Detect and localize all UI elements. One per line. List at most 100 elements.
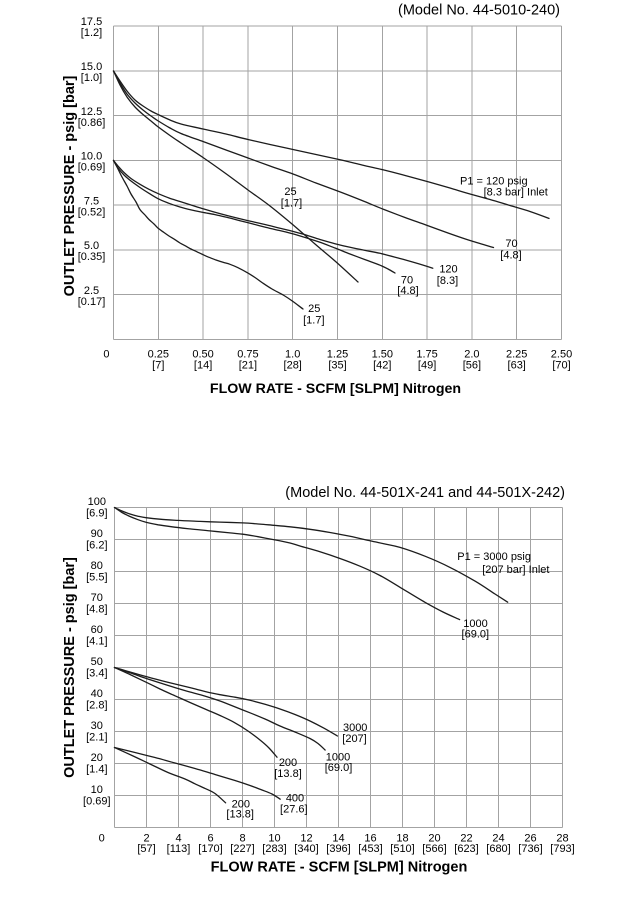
svg-text:[0.86]: [0.86] [78, 117, 106, 129]
svg-text:(Model No. 44-5010-240): (Model No. 44-5010-240) [398, 3, 560, 19]
svg-text:[13.8]: [13.8] [226, 809, 254, 821]
svg-text:[170]: [170] [198, 843, 222, 855]
svg-text:26: 26 [524, 832, 536, 844]
svg-text:[396]: [396] [326, 843, 350, 855]
svg-text:[0.35]: [0.35] [78, 251, 106, 263]
svg-text:40: 40 [91, 688, 103, 700]
svg-text:30: 30 [91, 720, 103, 732]
svg-text:[13.8]: [13.8] [274, 768, 302, 780]
svg-text:[4.8]: [4.8] [86, 604, 107, 616]
svg-text:[793]: [793] [550, 843, 574, 855]
svg-text:[69.0]: [69.0] [462, 629, 490, 641]
svg-text:25: 25 [308, 303, 320, 315]
svg-text:[1.7]: [1.7] [281, 197, 302, 209]
svg-text:[8.3]: [8.3] [437, 275, 458, 287]
svg-text:200: 200 [279, 757, 297, 769]
svg-text:OUTLET PRESSURE - psig [bar]: OUTLET PRESSURE - psig [bar] [62, 75, 78, 296]
svg-text:3000: 3000 [343, 722, 367, 734]
svg-text:20: 20 [428, 832, 440, 844]
svg-text:P1 = 3000 psig: P1 = 3000 psig [457, 551, 531, 563]
svg-text:2.50: 2.50 [551, 349, 572, 361]
svg-text:0: 0 [103, 349, 109, 361]
svg-text:[6.9]: [6.9] [86, 508, 107, 520]
svg-text:0.75: 0.75 [237, 349, 258, 361]
svg-text:[42]: [42] [373, 359, 391, 371]
svg-text:[63]: [63] [508, 359, 526, 371]
svg-text:70: 70 [401, 275, 413, 287]
svg-text:[3.4]: [3.4] [86, 668, 107, 680]
svg-text:17.5: 17.5 [81, 16, 102, 28]
svg-text:1.75: 1.75 [416, 349, 437, 361]
svg-text:[510]: [510] [390, 843, 414, 855]
svg-text:[0.69]: [0.69] [78, 162, 106, 174]
svg-text:[1.7]: [1.7] [303, 315, 324, 327]
svg-text:7.5: 7.5 [84, 195, 99, 207]
svg-text:2.25: 2.25 [506, 349, 527, 361]
svg-text:14: 14 [332, 832, 344, 844]
svg-text:[69.0]: [69.0] [325, 762, 353, 774]
svg-text:[566]: [566] [422, 843, 446, 855]
svg-text:[736]: [736] [518, 843, 542, 855]
svg-text:200: 200 [232, 799, 250, 811]
svg-text:70: 70 [505, 238, 517, 250]
svg-text:[35]: [35] [328, 359, 346, 371]
svg-text:[453]: [453] [358, 843, 382, 855]
svg-text:50: 50 [91, 656, 103, 668]
svg-text:1.50: 1.50 [372, 349, 393, 361]
svg-text:10: 10 [268, 832, 280, 844]
svg-text:[14]: [14] [194, 359, 212, 371]
svg-text:[623]: [623] [454, 843, 478, 855]
svg-text:10: 10 [91, 784, 103, 796]
svg-text:60: 60 [91, 624, 103, 636]
svg-text:2: 2 [143, 832, 149, 844]
svg-text:[340]: [340] [294, 843, 318, 855]
svg-text:[5.5]: [5.5] [86, 572, 107, 584]
svg-text:400: 400 [286, 793, 304, 805]
svg-text:[6.2]: [6.2] [86, 540, 107, 552]
svg-text:[680]: [680] [486, 843, 510, 855]
svg-text:[70]: [70] [552, 359, 570, 371]
svg-text:15.0: 15.0 [81, 61, 102, 73]
svg-text:[227]: [227] [230, 843, 254, 855]
svg-text:24: 24 [492, 832, 504, 844]
svg-text:10.0: 10.0 [81, 151, 102, 163]
svg-text:2.0: 2.0 [464, 349, 479, 361]
svg-text:[283]: [283] [262, 843, 286, 855]
svg-text:28: 28 [556, 832, 568, 844]
svg-text:1.25: 1.25 [327, 349, 348, 361]
svg-text:5.0: 5.0 [84, 240, 99, 252]
svg-text:OUTLET PRESSURE - psig [bar]: OUTLET PRESSURE - psig [bar] [62, 557, 78, 778]
svg-text:[4.1]: [4.1] [86, 636, 107, 648]
svg-text:(Model No. 44-501X-241 and 44-: (Model No. 44-501X-241 and 44-501X-242) [285, 485, 565, 501]
svg-text:[0.17]: [0.17] [78, 296, 106, 308]
svg-text:[0.52]: [0.52] [78, 206, 106, 218]
svg-text:[27.6]: [27.6] [280, 804, 308, 816]
svg-text:18: 18 [396, 832, 408, 844]
svg-text:FLOW RATE - SCFM [SLPM] Nitrog: FLOW RATE - SCFM [SLPM] Nitrogen [210, 381, 461, 397]
svg-text:[56]: [56] [463, 359, 481, 371]
svg-text:4: 4 [175, 832, 181, 844]
svg-text:[4.8]: [4.8] [397, 285, 418, 297]
svg-text:80: 80 [91, 560, 103, 572]
svg-text:22: 22 [460, 832, 472, 844]
svg-text:25: 25 [284, 186, 296, 198]
svg-text:[0.69]: [0.69] [83, 796, 111, 808]
svg-text:20: 20 [91, 752, 103, 764]
svg-text:[207 bar] Inlet: [207 bar] Inlet [482, 564, 549, 576]
svg-text:[113]: [113] [167, 843, 191, 855]
svg-text:[4.8]: [4.8] [500, 250, 521, 262]
svg-text:[1.0]: [1.0] [81, 72, 102, 84]
svg-text:70: 70 [91, 592, 103, 604]
svg-text:100: 100 [88, 496, 106, 508]
svg-text:12.5: 12.5 [81, 106, 102, 118]
svg-text:P1 = 120 psig: P1 = 120 psig [460, 176, 528, 188]
svg-text:[1.2]: [1.2] [81, 27, 102, 39]
svg-text:[57]: [57] [137, 843, 155, 855]
svg-text:1000: 1000 [326, 752, 350, 764]
svg-text:[21]: [21] [239, 359, 257, 371]
svg-text:[2.8]: [2.8] [86, 700, 107, 712]
svg-text:1000: 1000 [463, 618, 487, 630]
svg-text:[2.1]: [2.1] [86, 732, 107, 744]
svg-text:0: 0 [99, 832, 105, 844]
svg-text:[8.3 bar] Inlet: [8.3 bar] Inlet [484, 187, 548, 199]
